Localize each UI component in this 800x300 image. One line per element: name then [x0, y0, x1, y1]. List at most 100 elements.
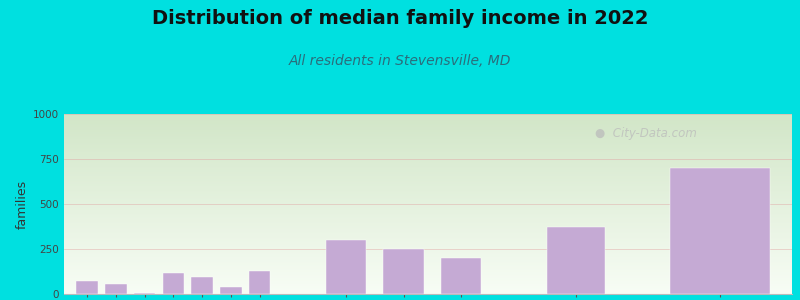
Bar [64, 167, 792, 168]
Bar [64, 215, 792, 216]
Bar [64, 156, 792, 157]
Bar [64, 204, 792, 205]
Bar [64, 166, 792, 167]
Bar [64, 149, 792, 150]
Text: ●  City-Data.com: ● City-Data.com [595, 127, 698, 140]
Bar [64, 162, 792, 163]
Bar [64, 220, 792, 221]
Bar [64, 210, 792, 211]
Bar [64, 194, 792, 196]
Bar [64, 144, 792, 145]
Bar [64, 268, 792, 269]
Bar [64, 286, 792, 287]
Bar [64, 223, 792, 224]
Bar [64, 245, 792, 246]
Bar [64, 277, 792, 278]
Text: Distribution of median family income in 2022: Distribution of median family income in … [152, 9, 648, 28]
Bar [64, 114, 792, 115]
Bar [64, 275, 792, 276]
Bar [64, 131, 792, 132]
Bar [64, 185, 792, 186]
Bar [64, 259, 792, 260]
Bar [64, 140, 792, 142]
Bar [64, 152, 792, 154]
Bar [64, 264, 792, 265]
Bar [64, 137, 792, 138]
Bar [64, 173, 792, 174]
Bar [64, 244, 792, 245]
Bar [162, 273, 184, 294]
Bar [64, 262, 792, 263]
Bar [64, 241, 792, 242]
Bar [64, 179, 792, 180]
Bar [64, 199, 792, 200]
Bar [64, 186, 792, 187]
Bar [64, 128, 792, 130]
Bar [64, 252, 792, 253]
Bar [64, 205, 792, 206]
Bar [64, 209, 792, 210]
Bar [64, 276, 792, 277]
Bar [64, 256, 792, 257]
Bar [64, 146, 792, 148]
Bar [64, 136, 792, 137]
Bar [64, 143, 792, 144]
Bar [105, 284, 126, 294]
Bar [64, 282, 792, 283]
Bar [64, 125, 792, 126]
Bar [64, 170, 792, 172]
Bar [64, 142, 792, 143]
Bar [64, 178, 792, 179]
Bar [64, 161, 792, 162]
Bar [64, 130, 792, 131]
Bar [64, 191, 792, 192]
Bar [64, 271, 792, 272]
Bar [64, 217, 792, 218]
Bar [326, 240, 366, 294]
Bar [64, 272, 792, 274]
Bar [64, 240, 792, 241]
Bar [64, 138, 792, 139]
Bar [64, 196, 792, 197]
Bar [64, 248, 792, 250]
Bar [64, 238, 792, 239]
Bar [64, 258, 792, 259]
Bar [64, 216, 792, 217]
Bar [64, 187, 792, 188]
Bar [64, 190, 792, 191]
Bar [64, 284, 792, 286]
Bar [64, 148, 792, 149]
Bar [64, 155, 792, 156]
Bar [64, 121, 792, 122]
Bar [64, 263, 792, 264]
Bar [64, 281, 792, 282]
Bar [64, 192, 792, 193]
Bar [64, 228, 792, 229]
Bar [76, 280, 98, 294]
Bar [64, 251, 792, 252]
Bar [64, 193, 792, 194]
Bar [64, 239, 792, 240]
Bar [64, 250, 792, 251]
Bar [134, 292, 155, 294]
Bar [249, 271, 270, 294]
Bar [64, 214, 792, 215]
Bar [64, 116, 792, 118]
Bar [64, 236, 792, 238]
Bar [64, 230, 792, 232]
Bar [64, 293, 792, 294]
Bar [64, 168, 792, 169]
Bar [64, 132, 792, 133]
Bar [64, 265, 792, 266]
Bar [64, 208, 792, 209]
Bar [64, 287, 792, 288]
Bar [547, 227, 605, 294]
Bar [64, 176, 792, 178]
Bar [64, 134, 792, 136]
Bar [64, 126, 792, 127]
Bar [64, 234, 792, 235]
Bar [64, 206, 792, 208]
Bar [220, 287, 242, 294]
Bar [64, 221, 792, 222]
Bar [64, 290, 792, 292]
